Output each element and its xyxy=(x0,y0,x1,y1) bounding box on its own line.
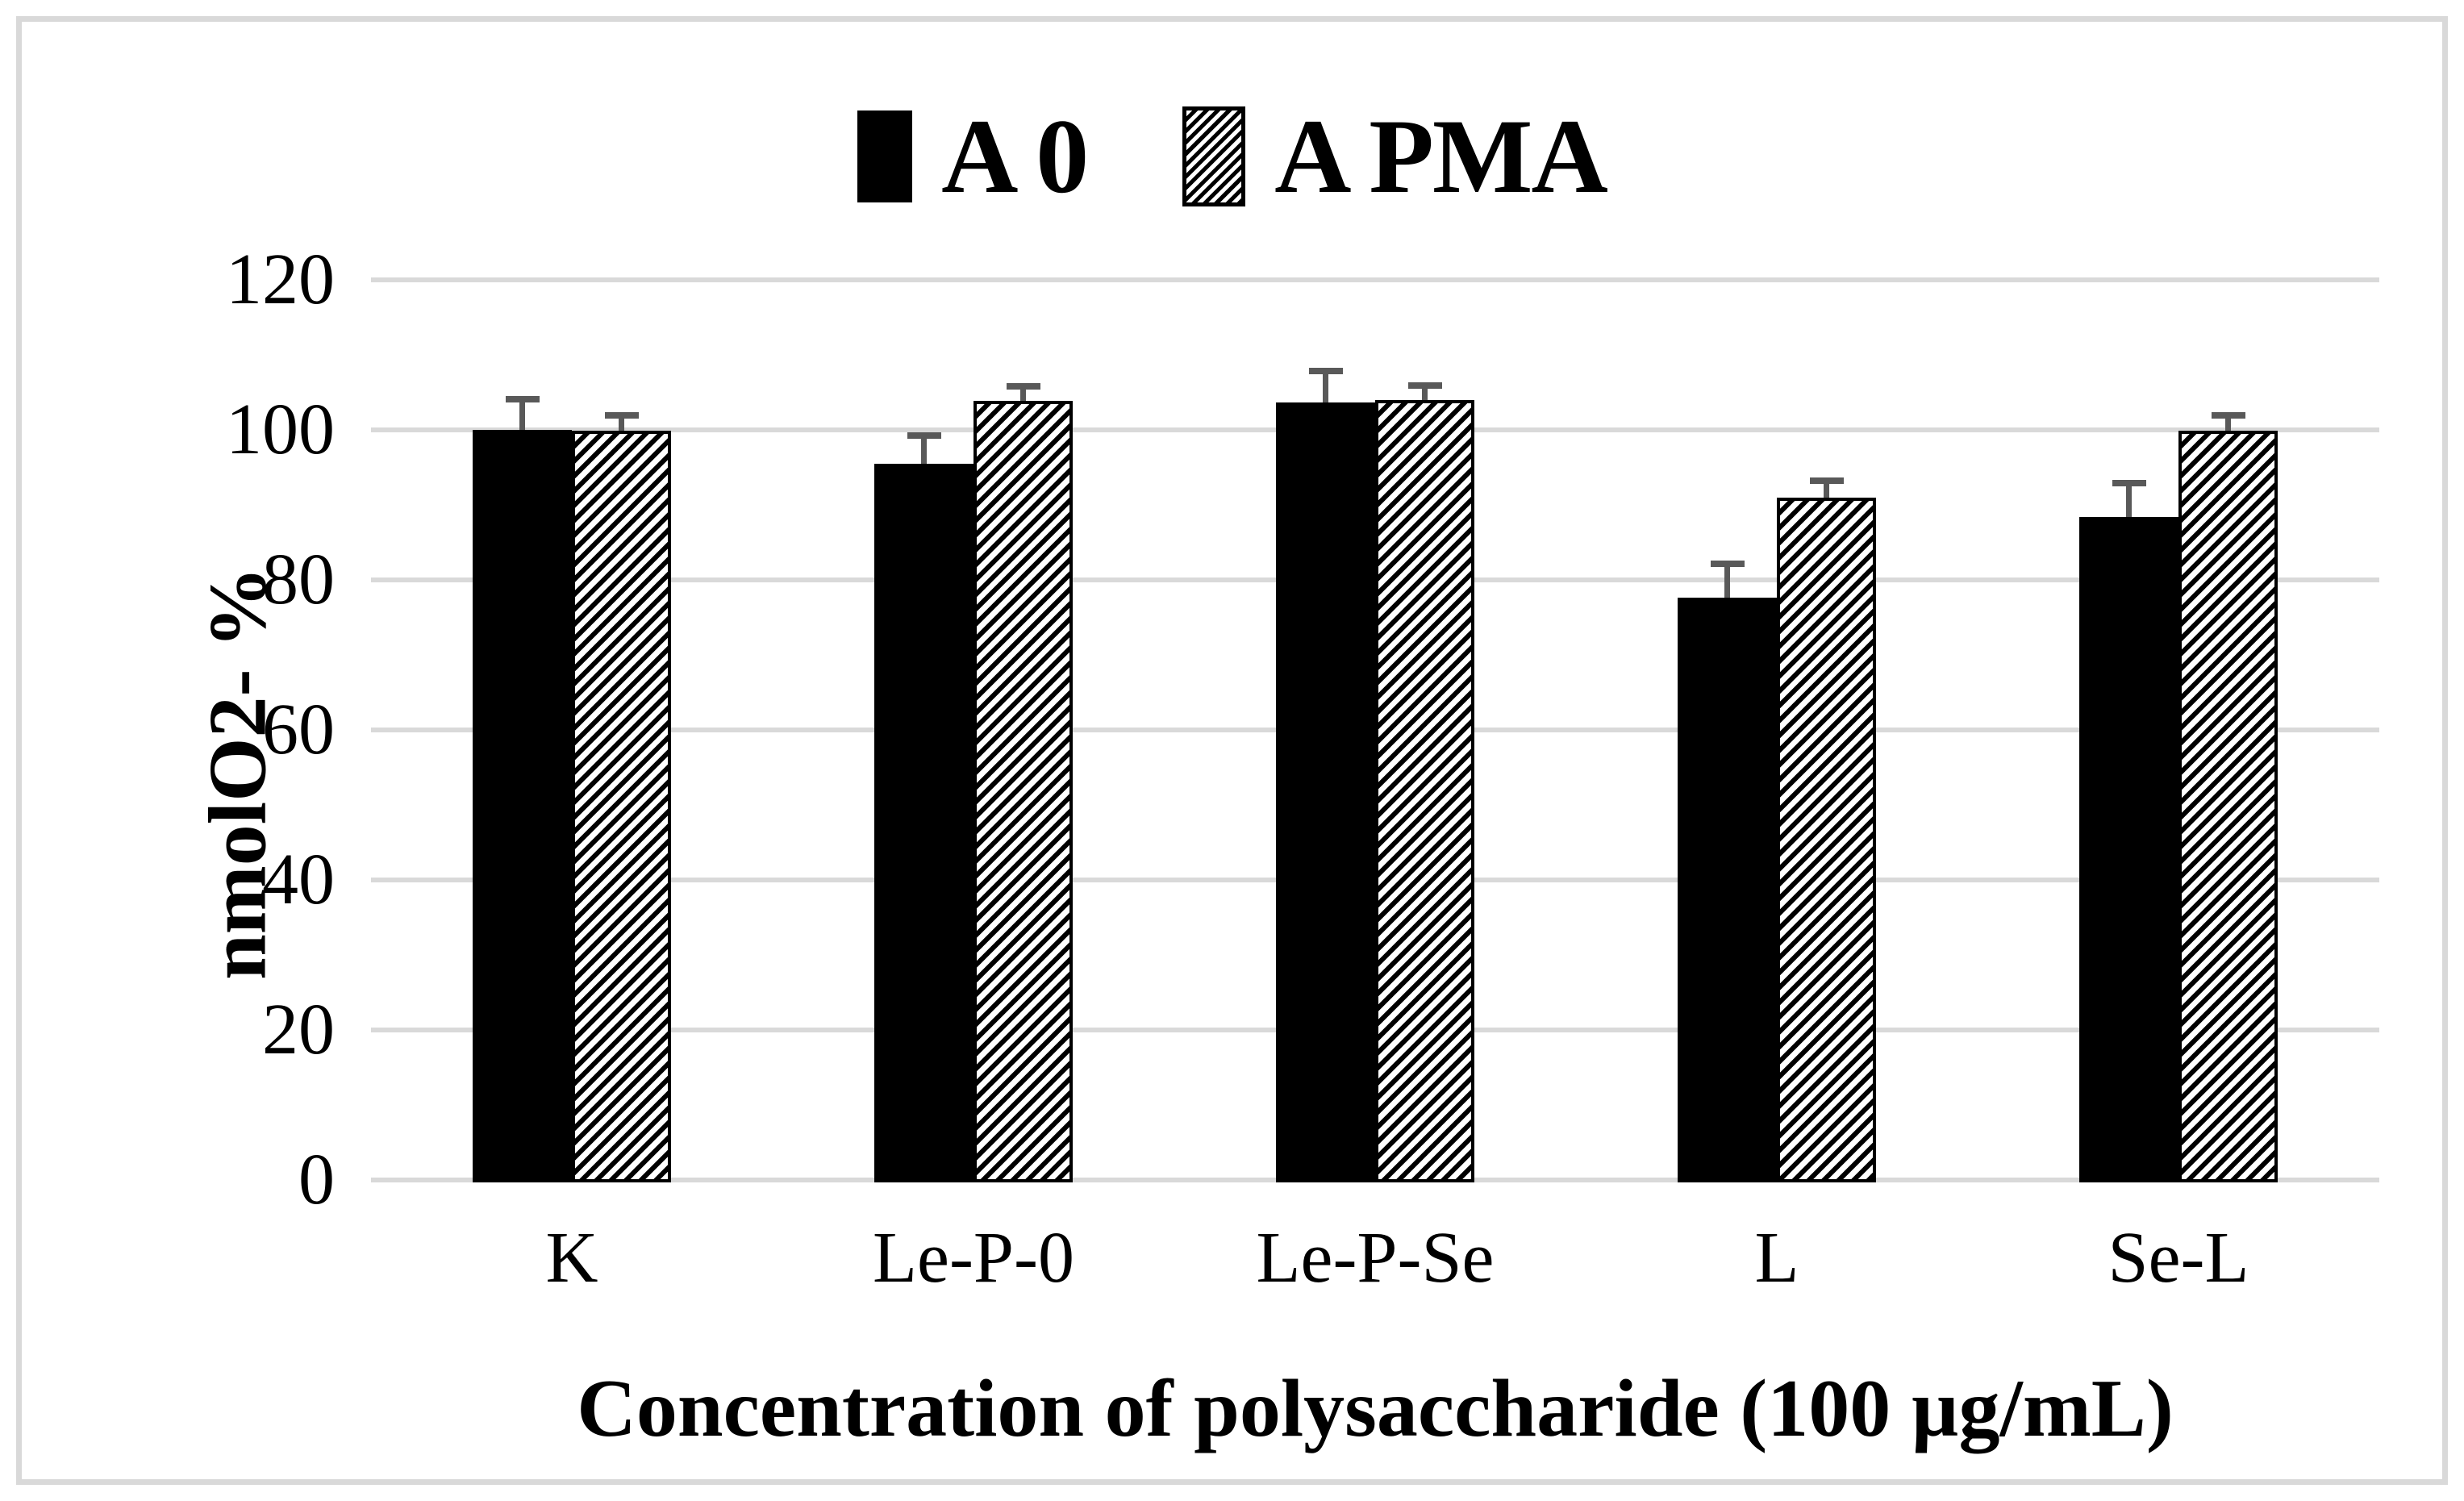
legend-marker-solid-icon xyxy=(857,110,913,202)
error-bar-cap-apma-K xyxy=(604,412,639,419)
bar-apma-Se-L xyxy=(2178,430,2278,1182)
error-bar-stem-apma-L xyxy=(1824,481,1829,498)
error-bar-cap-apma-Se-L xyxy=(2211,412,2245,419)
error-bar-cap-a0-L xyxy=(1710,561,1745,568)
legend-item-apma: A PMA xyxy=(1182,97,1608,215)
error-bar-stem-apma-Se-L xyxy=(2225,415,2231,431)
x-category-label-Se-L: Se-L xyxy=(2108,1218,2249,1298)
legend-marker-hatch-icon xyxy=(1182,106,1246,206)
bar-apma-Le-P-Se xyxy=(1375,399,1474,1182)
bar-apma-K xyxy=(572,430,671,1182)
legend-item-a0: A 0 xyxy=(857,97,1089,215)
y-tick-label-120: 120 xyxy=(226,240,335,319)
error-bar-stem-a0-Le-P-Se xyxy=(1323,370,1328,402)
bar-a0-Le-P-Se xyxy=(1276,402,1375,1182)
error-bar-stem-a0-K xyxy=(519,398,525,430)
legend-label-apma: A PMA xyxy=(1274,97,1608,215)
bar-a0-K xyxy=(473,430,572,1182)
bar-a0-Le-P-0 xyxy=(874,463,974,1182)
x-axis-title: Concentration of polysaccharide (100 µg/… xyxy=(577,1363,2174,1454)
error-bar-cap-a0-K xyxy=(505,395,540,402)
x-category-label-Le-P-Se: Le-P-Se xyxy=(1256,1218,1495,1298)
bar-a0-L xyxy=(1678,598,1777,1182)
error-bar-stem-apma-K xyxy=(619,415,624,431)
y-tick-label-100: 100 xyxy=(226,390,335,469)
error-bar-cap-apma-Le-P-0 xyxy=(1006,383,1040,390)
x-category-label-L: L xyxy=(1754,1218,1799,1298)
error-bar-cap-a0-Se-L xyxy=(2112,480,2146,487)
legend-label-a0: A 0 xyxy=(941,97,1089,215)
bar-apma-L xyxy=(1777,497,1876,1182)
error-bar-stem-a0-Se-L xyxy=(2126,483,2132,517)
legend: A 0 A PMA xyxy=(0,103,2464,210)
x-category-label-K: K xyxy=(545,1218,598,1298)
error-bar-stem-apma-Le-P-Se xyxy=(1422,386,1428,400)
y-tick-label-60: 60 xyxy=(262,690,335,769)
error-bar-cap-apma-Le-P-Se xyxy=(1407,382,1442,390)
error-bar-stem-apma-Le-P-0 xyxy=(1020,386,1026,401)
error-bar-cap-a0-Le-P-0 xyxy=(907,432,941,440)
error-bar-stem-a0-L xyxy=(1724,564,1730,598)
y-tick-label-80: 80 xyxy=(262,540,335,619)
bar-a0-Se-L xyxy=(2079,516,2178,1182)
gridline-120 xyxy=(371,277,2379,282)
bar-apma-Le-P-0 xyxy=(974,400,1073,1182)
y-tick-label-0: 0 xyxy=(298,1140,335,1220)
x-category-label-Le-P-0: Le-P-0 xyxy=(873,1218,1074,1298)
error-bar-cap-apma-L xyxy=(1809,477,1844,485)
y-tick-label-20: 20 xyxy=(262,990,335,1069)
error-bar-stem-a0-Le-P-0 xyxy=(921,436,927,464)
y-tick-label-40: 40 xyxy=(262,840,335,919)
error-bar-cap-a0-Le-P-Se xyxy=(1308,367,1343,374)
